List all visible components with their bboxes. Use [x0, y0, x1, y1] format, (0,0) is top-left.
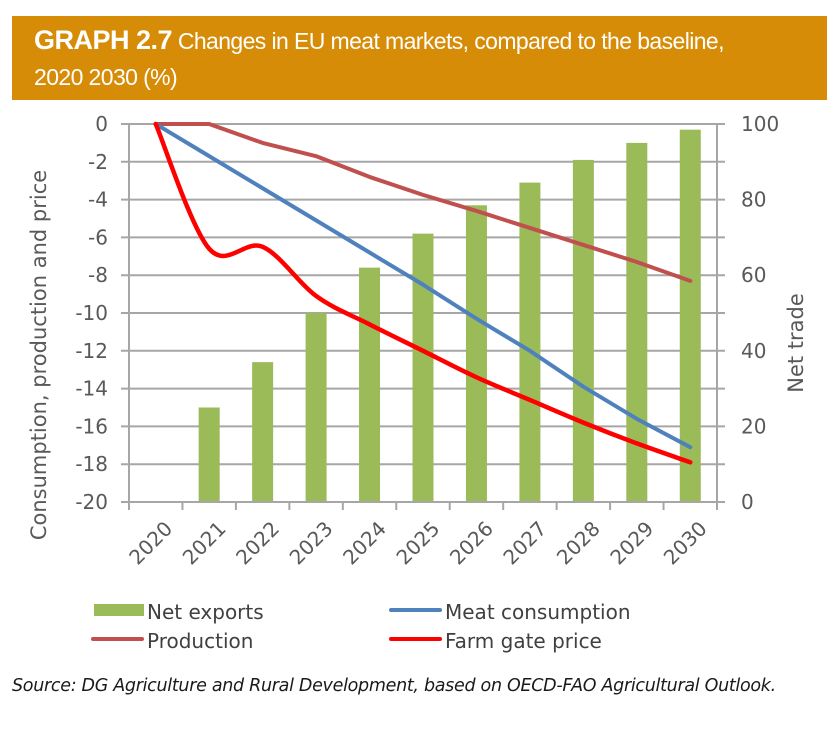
right-tick-label: 80 — [741, 188, 766, 212]
left-tick-label: -14 — [75, 377, 108, 401]
left-tick-label: -16 — [75, 414, 108, 438]
bar-net-exports — [465, 205, 487, 502]
legend-label-meat-consumption: Meat consumption — [445, 600, 631, 624]
axes — [121, 124, 725, 510]
left-tick-label: -8 — [88, 263, 108, 287]
right-axis-ticks: 100 80 60 40 20 0 — [741, 112, 779, 514]
source-note: Source: DG Agriculture and Rural Develop… — [12, 676, 776, 696]
x-tick-label: 2025 — [391, 516, 444, 569]
right-axis-title: Net trade — [784, 293, 808, 393]
left-tick-label: -10 — [75, 301, 108, 325]
bar-net-exports — [572, 159, 594, 502]
line-farm-gate-price — [153, 121, 693, 465]
left-axis-ticks: 0 -2 -4 -6 -8 -10 -12 -14 -16 -18 -20 — [75, 112, 108, 514]
bar-net-exports — [679, 129, 701, 503]
chart: 0 -2 -4 -6 -8 -10 -12 -14 -16 -18 -20 100 80 60 40 20 0… — [27, 112, 808, 653]
graph-title-line1: Changes in EU meat markets, compared to … — [172, 28, 725, 54]
line-series — [153, 121, 693, 465]
legend-swatch-net-exports — [94, 604, 144, 616]
x-tick-label: 2026 — [445, 516, 498, 569]
x-tick-label: 2030 — [659, 516, 712, 569]
legend: Net exports Meat consumption Production Far… — [91, 600, 631, 653]
left-tick-label: -6 — [88, 225, 108, 249]
x-tick-label: 2020 — [124, 516, 177, 569]
left-tick-label: -2 — [88, 150, 108, 174]
right-tick-label: 100 — [741, 112, 779, 136]
left-tick-label: 0 — [95, 112, 108, 136]
line-meat-consumption — [153, 122, 693, 450]
right-tick-label: 40 — [741, 339, 766, 363]
bar-net-exports — [252, 362, 274, 502]
legend-label-farm-gate-price: Farm gate price — [445, 629, 602, 653]
left-tick-label: -20 — [75, 490, 108, 514]
left-tick-label: -4 — [88, 188, 108, 212]
bar-net-exports — [626, 142, 648, 502]
legend-label-net-exports: Net exports — [147, 600, 264, 624]
left-axis-title: Consumption, production and price — [27, 170, 51, 540]
x-axis-ticks: 2020 2021 2022 2023 2024 2025 2026 2027 2028 2029… — [124, 516, 712, 569]
graph-header: GRAPH 2.7 Changes in EU meat markets, co… — [12, 16, 827, 100]
x-tick-label: 2028 — [552, 516, 605, 569]
left-tick-label: -12 — [75, 339, 108, 363]
bar-net-exports — [305, 313, 327, 502]
graph-number: GRAPH 2.7 — [34, 25, 173, 55]
legend-label-production: Production — [147, 629, 253, 653]
bar-net-exports — [359, 267, 381, 502]
x-tick-label: 2023 — [285, 516, 338, 569]
graph-title-line2: 2020 2030 (%) — [34, 64, 178, 90]
bar-net-exports — [198, 407, 220, 502]
bar-net-exports — [412, 233, 434, 502]
left-tick-label: -18 — [75, 452, 108, 476]
right-tick-label: 60 — [741, 263, 766, 287]
x-tick-label: 2027 — [498, 516, 551, 569]
x-tick-label: 2021 — [178, 516, 231, 569]
line-production — [153, 122, 693, 283]
right-tick-label: 0 — [741, 490, 754, 514]
x-tick-label: 2029 — [605, 516, 658, 569]
x-tick-label: 2024 — [338, 516, 391, 569]
x-tick-label: 2022 — [231, 516, 284, 569]
net-exports-bars — [198, 129, 701, 503]
bar-net-exports — [519, 182, 541, 502]
right-tick-label: 20 — [741, 414, 766, 438]
